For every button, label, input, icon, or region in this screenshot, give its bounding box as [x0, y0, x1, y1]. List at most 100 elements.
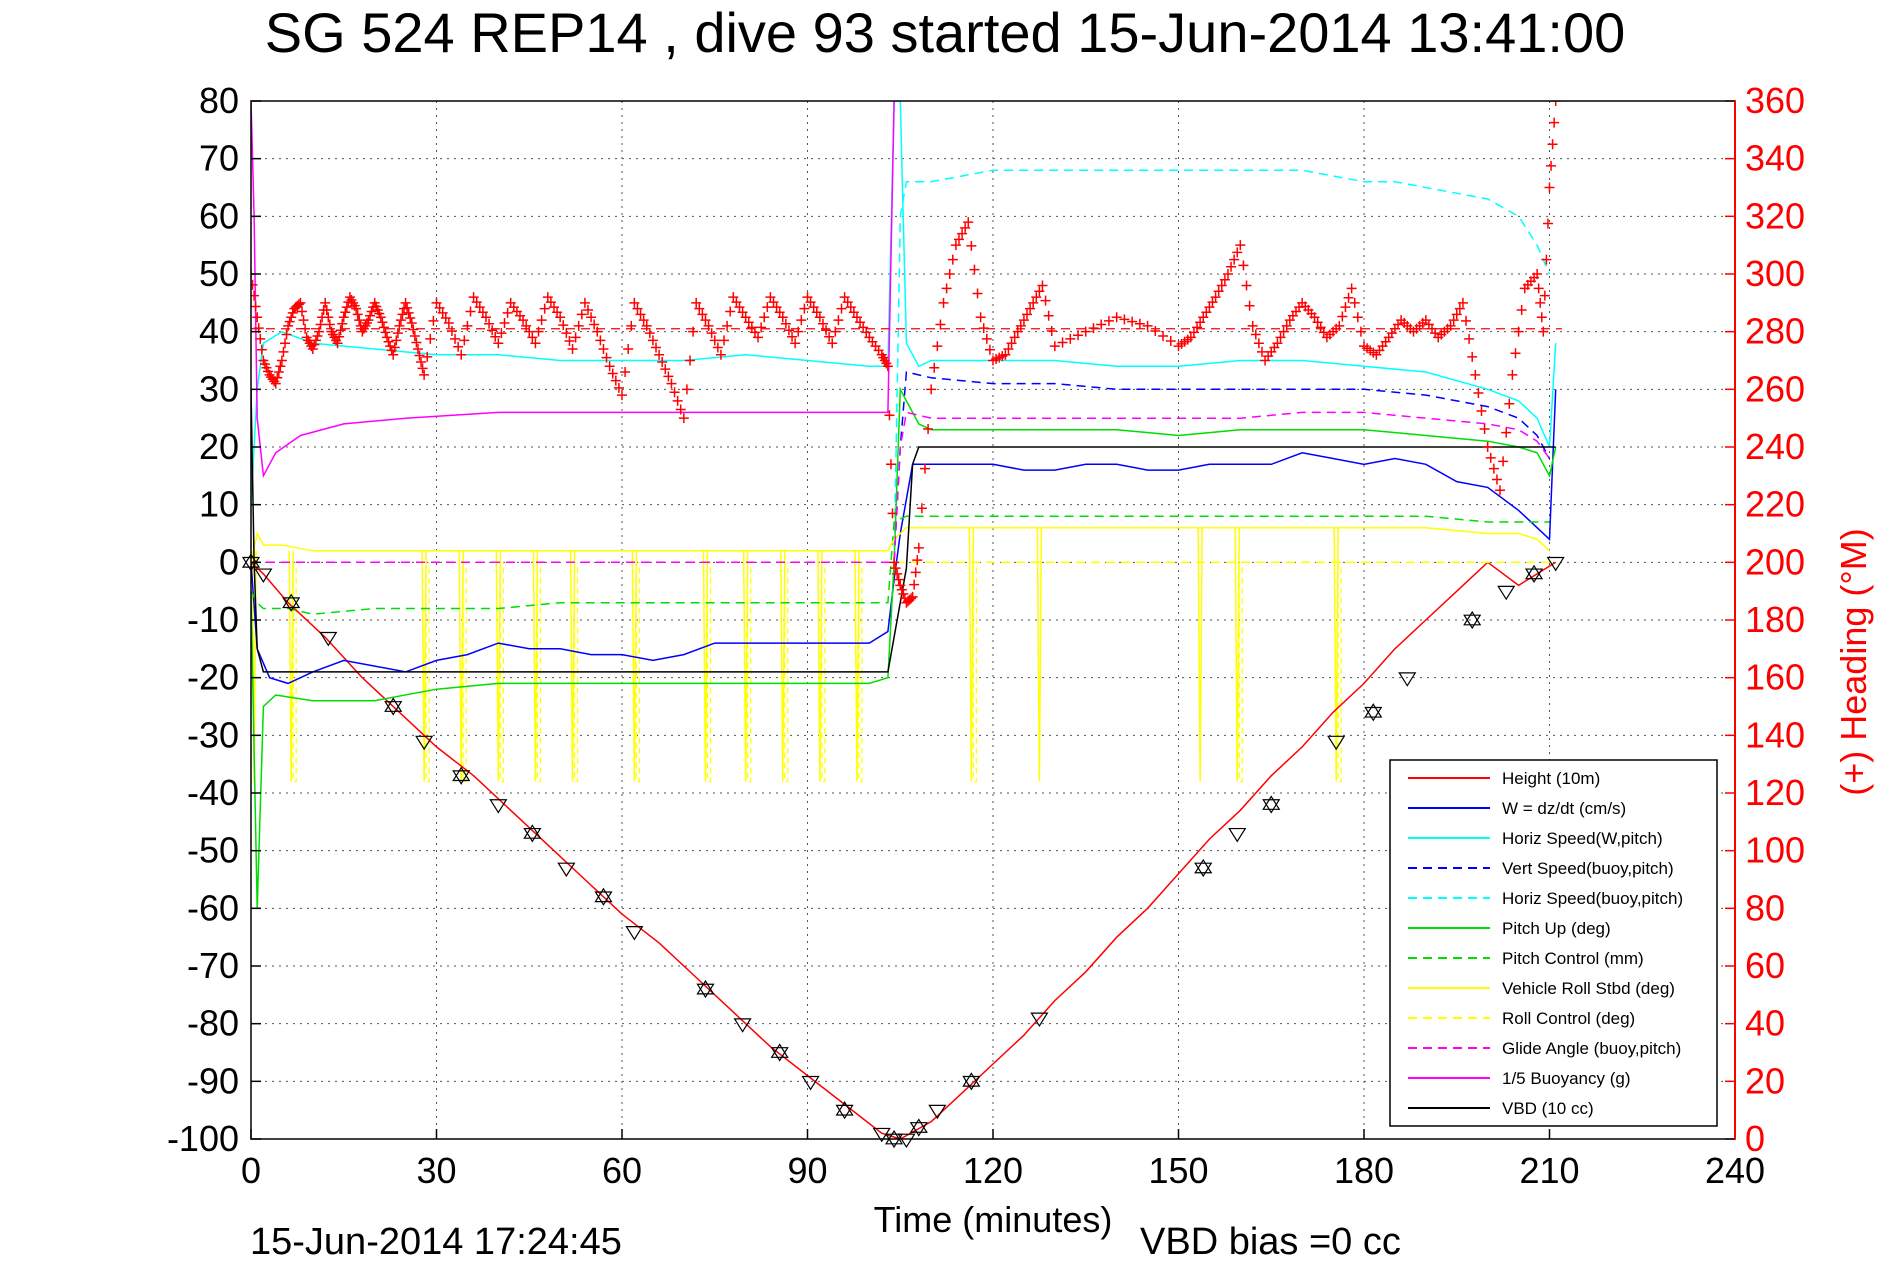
- y-right-tick-label: 320: [1745, 195, 1805, 236]
- waypoint-marker: [1524, 568, 1544, 583]
- heading-point: [542, 292, 553, 303]
- heading-point: [272, 372, 283, 383]
- heading-point: [1539, 290, 1550, 301]
- heading-point: [437, 307, 448, 318]
- heading-point: [1473, 387, 1484, 398]
- heading-point: [502, 307, 513, 318]
- heading-point: [746, 322, 757, 333]
- heading-point: [688, 326, 699, 337]
- heading-point: [1547, 139, 1558, 150]
- y-tick-label: -100: [167, 1118, 239, 1159]
- heading-point: [906, 593, 917, 604]
- heading-point: [759, 312, 770, 323]
- heading-point: [323, 312, 334, 323]
- y-tick-label: -10: [187, 599, 239, 640]
- heading-point: [561, 328, 572, 339]
- heading-point: [1210, 292, 1221, 303]
- heading-point: [1278, 326, 1289, 337]
- heading-point: [836, 303, 847, 314]
- heading-point: [1352, 312, 1363, 323]
- heading-point: [1025, 303, 1036, 314]
- heading-point: [681, 384, 692, 395]
- heading-point: [409, 330, 420, 341]
- footer-timestamp: 15-Jun-2014 17:24:45: [250, 1221, 622, 1262]
- heading-point: [814, 312, 825, 323]
- heading-point: [251, 279, 258, 290]
- legend: Height (10m) W = dz/dt (cm/s) Horiz Speed(…: [1389, 759, 1718, 1127]
- heading-point: [1476, 405, 1487, 416]
- waypoint-marker: [733, 1018, 752, 1033]
- heading-point: [651, 342, 662, 353]
- heading-point: [579, 297, 590, 308]
- heading-point: [375, 312, 386, 323]
- heading-point: [536, 315, 547, 326]
- heading-point: [783, 325, 794, 336]
- heading-point: [790, 338, 801, 349]
- heading-point: [533, 326, 544, 337]
- heading-point: [932, 341, 943, 352]
- y-axis-ticks: 80 70 60 50 40 30 20 10 0 -10 -20 -30 -40 -50 -60 -70 -8…: [167, 80, 261, 1159]
- heading-point: [929, 362, 940, 373]
- heading-point: [1088, 323, 1099, 334]
- heading-point: [324, 319, 335, 330]
- heading-point: [1213, 286, 1224, 297]
- heading-point: [341, 302, 352, 313]
- heading-point: [496, 328, 507, 339]
- heading-point: [462, 320, 473, 331]
- heading-point: [889, 557, 900, 568]
- heading-point: [1235, 240, 1246, 251]
- heading-point: [963, 217, 974, 228]
- heading-point: [1334, 320, 1345, 331]
- waypoint-marker: [452, 770, 471, 785]
- heading-point: [817, 318, 828, 329]
- heading-point: [315, 319, 326, 330]
- waypoint-marker: [384, 701, 403, 716]
- heading-point: [297, 306, 308, 317]
- heading-point: [283, 320, 294, 331]
- y-tick-label: -80: [187, 1003, 239, 1044]
- heading-point: [592, 326, 603, 337]
- y-right-tick-label: 340: [1745, 138, 1805, 179]
- heading-point: [1309, 312, 1320, 323]
- heading-point: [1057, 337, 1068, 348]
- heading-point: [1229, 254, 1240, 265]
- heading-point: [332, 338, 343, 349]
- y-tick-label: -40: [187, 772, 239, 813]
- heading-point: [839, 292, 850, 303]
- heading-point: [255, 333, 266, 344]
- heading-point: [351, 303, 362, 314]
- heading-point: [385, 341, 396, 352]
- heading-point: [694, 303, 705, 314]
- heading-point: [644, 328, 655, 339]
- heading-point: [1031, 292, 1042, 303]
- heading-point: [1003, 343, 1014, 354]
- heading-point: [1448, 315, 1459, 326]
- heading-point: [1491, 474, 1502, 485]
- heading-point: [887, 508, 898, 519]
- heading-point: [1501, 427, 1512, 438]
- heading-point: [753, 332, 764, 343]
- series-line: [251, 386, 1557, 909]
- heading-point: [431, 297, 442, 308]
- heading-point: [377, 317, 388, 328]
- heading-point: [417, 363, 428, 374]
- heading-point: [499, 318, 510, 329]
- heading-point: [273, 367, 284, 378]
- y-right-tick-label: 100: [1745, 830, 1805, 871]
- series-line: [251, 371, 1551, 564]
- heading-point: [402, 302, 413, 313]
- heading-point: [978, 323, 989, 334]
- heading-point: [1454, 303, 1465, 314]
- heading-point: [654, 349, 665, 360]
- heading-point: [1158, 330, 1169, 341]
- chart-title: SG 524 REP14 , dive 93 started 15-Jun-20…: [265, 1, 1625, 64]
- waypoint-marker-alt: [962, 1072, 981, 1087]
- heading-point: [450, 333, 461, 344]
- y-tick-label: -70: [187, 945, 239, 986]
- heading-point: [309, 339, 320, 350]
- heading-point: [564, 336, 575, 347]
- waypoint-marker-alt: [1524, 564, 1544, 580]
- y-tick-label: 80: [199, 80, 239, 121]
- heading-point: [380, 327, 391, 338]
